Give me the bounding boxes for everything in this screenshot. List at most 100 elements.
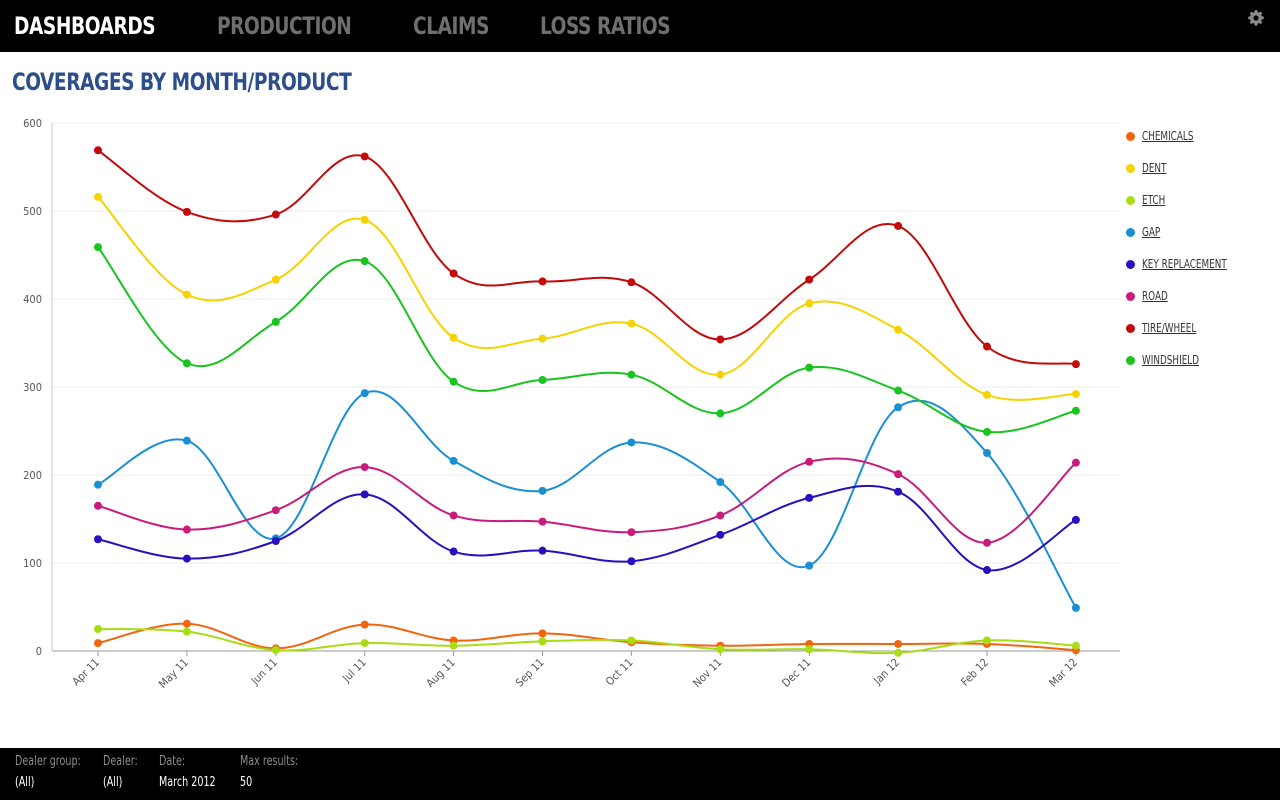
data-point-chemicals <box>360 620 369 629</box>
data-point-tire-wheel <box>805 275 814 284</box>
tab-loss-ratios[interactable]: LOSS RATIOS <box>539 12 671 40</box>
data-point-chemicals <box>182 619 191 628</box>
data-point-tire-wheel <box>360 152 369 161</box>
data-point-gap <box>449 456 458 465</box>
data-point-dent <box>538 334 547 343</box>
filter-value-dealer[interactable]: (All) <box>103 775 123 790</box>
data-point-etch <box>805 645 814 654</box>
chart-legend: CHEMICALS DENT ETCH GAP KEY REPLACEMENT … <box>1126 120 1245 376</box>
legend-dot <box>1126 323 1135 333</box>
series-line-windshield <box>97 246 1077 434</box>
data-point-dent <box>983 390 991 399</box>
data-point-road <box>983 538 991 547</box>
data-point-windshield <box>182 359 191 368</box>
data-point-road <box>360 463 369 472</box>
filter-footer: Dealer group: (All) Dealer: (All) Date: … <box>0 748 1280 800</box>
data-point-gap <box>538 486 547 495</box>
filter-value-max-results[interactable]: 50 <box>240 775 253 790</box>
legend-item-road[interactable]: ROAD <box>1126 280 1245 312</box>
data-point-dent <box>716 370 725 379</box>
data-point-windshield <box>449 377 458 386</box>
data-point-dent <box>271 275 280 284</box>
tab-dashboards[interactable]: DASHBOARDS <box>14 12 156 40</box>
x-tick-label: May 11 <box>156 656 191 691</box>
data-point-etch <box>627 636 636 645</box>
y-tick-label: 200 <box>23 469 42 482</box>
legend-dot <box>1126 227 1135 237</box>
data-point-dent <box>894 325 903 334</box>
data-point-chemicals <box>94 639 102 648</box>
filter-dealer-group: Dealer group: (All) <box>15 754 95 790</box>
data-point-dent <box>94 192 102 201</box>
y-tick-label: 300 <box>23 381 42 394</box>
filter-value-date[interactable]: March 2012 <box>159 775 216 790</box>
data-point-etch <box>449 641 458 650</box>
data-point-tire-wheel <box>716 335 725 344</box>
data-point-windshield <box>716 409 725 418</box>
legend-item-key-replacement[interactable]: KEY REPLACEMENT <box>1126 248 1245 280</box>
data-point-road <box>894 470 903 479</box>
filter-value-dealer-group[interactable]: (All) <box>15 775 35 790</box>
x-tick-label: Jun 11 <box>248 656 280 688</box>
legend-label: TIRE/WHEEL <box>1142 321 1197 335</box>
x-tick-label: Mar 12 <box>1047 656 1081 690</box>
data-point-key-replacement <box>805 493 814 502</box>
data-point-key-replacement <box>716 530 725 539</box>
data-point-gap <box>983 449 991 457</box>
main-nav: DASHBOARDS PRODUCTION CLAIMS LOSS RATIOS <box>14 0 730 52</box>
gear-icon[interactable] <box>1248 10 1264 26</box>
legend-label: ETCH <box>1142 193 1166 207</box>
data-point-windshield <box>538 375 547 384</box>
data-point-tire-wheel <box>894 221 903 230</box>
data-point-dent <box>1071 390 1080 399</box>
data-point-key-replacement <box>271 537 280 545</box>
legend-dot <box>1126 355 1135 365</box>
data-point-road <box>271 506 280 515</box>
series-line-chemicals <box>97 622 1076 652</box>
data-point-tire-wheel <box>449 269 458 278</box>
data-point-gap <box>94 480 102 489</box>
data-point-chemicals <box>894 639 903 648</box>
tab-production[interactable]: PRODUCTION <box>217 12 352 40</box>
data-point-key-replacement <box>894 487 903 496</box>
top-nav-bar: DASHBOARDS PRODUCTION CLAIMS LOSS RATIOS <box>0 0 1280 52</box>
data-point-key-replacement <box>360 490 369 499</box>
data-point-dent <box>805 299 814 308</box>
legend-item-gap[interactable]: GAP <box>1126 216 1245 248</box>
x-tick-label: Nov 11 <box>690 656 724 690</box>
data-point-gap <box>627 438 636 447</box>
legend-label: KEY REPLACEMENT <box>1142 257 1227 271</box>
data-point-key-replacement <box>1071 515 1080 524</box>
x-tick-label: Oct 11 <box>603 656 635 688</box>
legend-dot <box>1126 163 1135 173</box>
tab-claims[interactable]: CLAIMS <box>412 12 489 40</box>
legend-item-dent[interactable]: DENT <box>1126 152 1245 184</box>
x-tick-label: Sep 11 <box>513 656 547 690</box>
x-tick-label: Jul 11 <box>339 656 368 685</box>
data-point-etch <box>1071 641 1080 650</box>
data-point-windshield <box>271 317 280 326</box>
x-tick-label: Jan 12 <box>870 656 902 688</box>
legend-label: GAP <box>1142 225 1161 239</box>
data-point-key-replacement <box>182 554 191 563</box>
data-point-key-replacement <box>627 557 636 566</box>
series-line-road <box>97 457 1077 544</box>
legend-label: DENT <box>1142 161 1167 175</box>
data-point-road <box>805 457 814 466</box>
data-point-etch <box>983 636 991 645</box>
coverages-line-chart: 0 100 200 300 400 500 600 Apr 11 May 11 Jun 11 Jul… <box>23 117 1120 691</box>
data-point-windshield <box>983 427 991 436</box>
legend-item-windshield[interactable]: WINDSHIELD <box>1126 344 1245 376</box>
data-point-etch <box>182 627 191 636</box>
data-point-dent <box>182 290 191 299</box>
filter-label: Date: <box>159 754 186 769</box>
y-tick-label: 400 <box>23 293 42 306</box>
legend-dot <box>1126 131 1135 141</box>
legend-item-tire-wheel[interactable]: TIRE/WHEEL <box>1126 312 1245 344</box>
data-point-etch <box>894 648 903 657</box>
data-point-etch <box>360 639 369 648</box>
legend-item-etch[interactable]: ETCH <box>1126 184 1245 216</box>
legend-item-chemicals[interactable]: CHEMICALS <box>1126 120 1245 152</box>
data-point-windshield <box>627 370 636 379</box>
data-point-tire-wheel <box>627 278 636 287</box>
